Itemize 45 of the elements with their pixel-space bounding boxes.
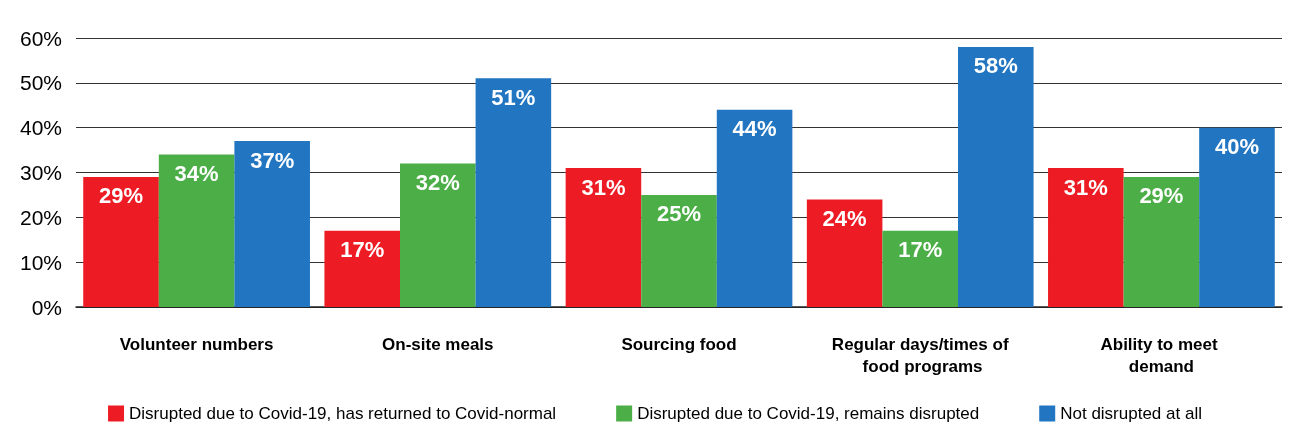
data-label: 51%	[491, 84, 536, 110]
bar	[158, 154, 235, 307]
data-label: 17%	[340, 237, 385, 263]
data-label: 17%	[898, 237, 943, 263]
x-tick-label: Volunteer numbers	[119, 334, 274, 354]
data-label: 40%	[1214, 134, 1259, 160]
data-label: 25%	[656, 201, 702, 227]
data-label: 24%	[822, 205, 867, 231]
data-label: 29%	[1139, 183, 1184, 209]
data-label: 37%	[250, 147, 295, 173]
data-label: 32%	[415, 170, 460, 196]
x-tick-label: Regular days/times of food programs	[831, 334, 1009, 376]
bar	[957, 46, 1034, 307]
data-label: 34%	[174, 161, 219, 187]
x-tick-label: On-site meals	[382, 334, 494, 354]
bar	[882, 230, 958, 307]
bar	[1048, 168, 1124, 307]
data-label: 31%	[1063, 174, 1108, 200]
bar	[1199, 127, 1275, 307]
bar	[324, 230, 401, 307]
bar	[1123, 176, 1200, 307]
bar	[806, 199, 883, 307]
data-label: 29%	[99, 183, 144, 209]
y-tick-label: 10%	[19, 250, 62, 274]
y-tick-label: 60%	[19, 26, 62, 50]
y-tick-label: 50%	[19, 71, 62, 95]
bar	[400, 163, 476, 307]
bar	[716, 109, 793, 307]
y-tick-label: 20%	[19, 205, 62, 229]
data-label: 44%	[732, 116, 777, 142]
data-label: 58%	[973, 53, 1018, 79]
bar	[475, 78, 552, 307]
bar	[565, 168, 642, 307]
y-tick-label: 40%	[19, 116, 62, 140]
data-label: 31%	[581, 174, 626, 200]
legend-label: Disrupted due to Covid-19, remains disrupted	[637, 404, 980, 423]
bar	[641, 194, 717, 307]
legend-label: Not disrupted at all	[1060, 404, 1202, 423]
legend-label: Disrupted due to Covid-19, has returned to Covid-normal	[129, 404, 557, 423]
y-tick-label: 30%	[19, 161, 62, 184]
x-tick-label: Ability to meet demand	[1100, 334, 1223, 376]
y-tick-label: 0%	[31, 295, 62, 319]
bar	[234, 141, 310, 307]
bar	[83, 176, 159, 307]
x-tick-label: Sourcing food	[621, 334, 737, 354]
